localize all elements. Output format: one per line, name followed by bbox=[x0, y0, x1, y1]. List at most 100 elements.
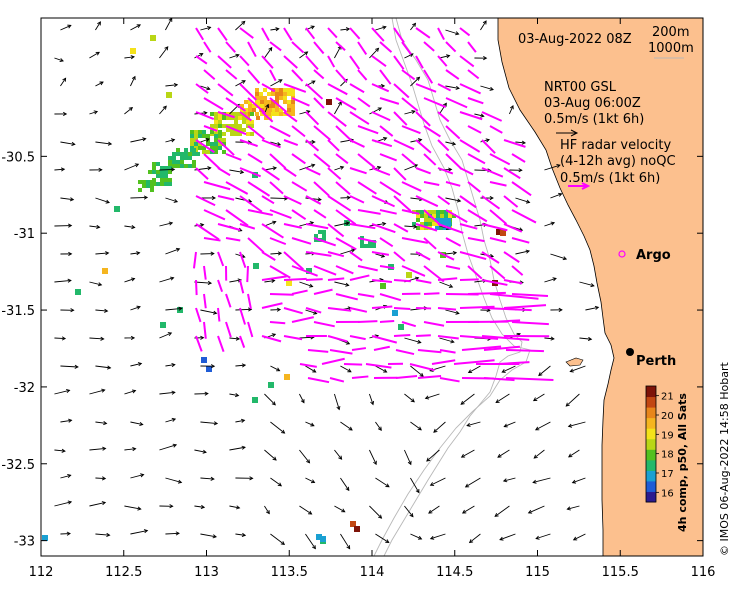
sst-pixel bbox=[424, 214, 428, 218]
sst-pixel bbox=[196, 152, 200, 156]
model-arrowhead bbox=[272, 220, 277, 225]
model-arrow bbox=[404, 110, 415, 115]
model-arrow bbox=[235, 21, 246, 31]
radar-arrow bbox=[246, 265, 249, 283]
radar-arrow bbox=[291, 41, 305, 54]
model-arrowhead bbox=[590, 283, 595, 288]
radar-arrow bbox=[393, 111, 408, 126]
model-arrow bbox=[375, 421, 382, 431]
model-arrow bbox=[375, 477, 390, 488]
radar-arrow bbox=[489, 153, 511, 166]
model-arrow bbox=[439, 337, 454, 343]
radar-arrow bbox=[365, 363, 392, 369]
contour-200m bbox=[383, 18, 523, 556]
radar-arrow bbox=[401, 153, 416, 166]
radar-arrow bbox=[217, 83, 234, 97]
radar-arrow bbox=[393, 195, 412, 212]
model-arrow bbox=[535, 533, 551, 540]
model-arrowhead bbox=[162, 105, 167, 110]
radar-arrow bbox=[217, 307, 221, 322]
radar-arrow bbox=[247, 181, 271, 197]
colorbar-tick-label: 20 bbox=[661, 411, 674, 422]
sst-pixel bbox=[150, 180, 154, 184]
radar-arrow bbox=[291, 97, 310, 107]
model-arrowhead bbox=[106, 532, 111, 538]
colorbar-tick-label: 17 bbox=[661, 469, 674, 480]
sst-pixel bbox=[263, 88, 267, 92]
radar-arrow bbox=[393, 55, 405, 70]
model-arrow bbox=[340, 249, 355, 255]
sst-pixel bbox=[424, 222, 428, 226]
model-arrow bbox=[499, 533, 516, 541]
sst-pixel bbox=[286, 280, 292, 286]
radar-arrow bbox=[269, 321, 286, 325]
model-arrow bbox=[550, 253, 567, 260]
sst-pixel bbox=[198, 142, 202, 146]
radar-arrow bbox=[349, 55, 361, 70]
radar-arrow bbox=[217, 111, 235, 119]
model-arrowhead bbox=[207, 166, 212, 171]
model-arrowhead bbox=[380, 83, 386, 89]
model-arrow bbox=[445, 141, 456, 145]
model-arrowhead bbox=[139, 421, 144, 427]
sst-pixel bbox=[368, 244, 372, 248]
sst-pixel bbox=[146, 180, 150, 184]
model-arrowhead bbox=[309, 221, 315, 226]
y-tick-label: -31.5 bbox=[1, 304, 35, 319]
sst-pixel bbox=[252, 397, 258, 403]
radar-arrow bbox=[459, 83, 481, 95]
radar-arrow bbox=[195, 279, 198, 296]
radar-arrow bbox=[283, 167, 297, 178]
model-arrowhead bbox=[345, 221, 350, 226]
sst-pixel bbox=[447, 218, 451, 222]
model-arrow bbox=[165, 477, 182, 483]
radar-arrow bbox=[327, 277, 345, 281]
radar-arrow bbox=[481, 251, 500, 264]
model-arrowhead bbox=[66, 388, 71, 394]
model-arrow bbox=[299, 110, 310, 115]
model-arrow bbox=[95, 252, 109, 255]
sst-pixel bbox=[268, 382, 274, 388]
model-arrow bbox=[270, 477, 282, 487]
x-tick-label: 112.5 bbox=[105, 565, 142, 580]
model-arrow bbox=[60, 419, 72, 423]
radar-arrow bbox=[327, 139, 340, 152]
model-arrow bbox=[194, 53, 203, 59]
sst-pixel bbox=[440, 214, 444, 218]
model-arrowhead bbox=[241, 445, 246, 450]
radar-arrow bbox=[379, 265, 395, 270]
sst-pixel bbox=[176, 160, 180, 164]
model-arrowhead bbox=[467, 369, 473, 374]
model-arrowhead bbox=[424, 395, 430, 400]
model-arrow bbox=[264, 393, 276, 406]
radar-arrow bbox=[423, 125, 441, 138]
sst-colorbar: 16 17 18 19 20 21 bbox=[645, 385, 674, 503]
model-arrow bbox=[544, 277, 557, 283]
island-shape bbox=[565, 357, 584, 367]
radar-arrow bbox=[459, 139, 481, 153]
sst-pixel bbox=[230, 116, 234, 120]
sst-pixel bbox=[275, 108, 279, 112]
sst-pixel bbox=[279, 108, 283, 112]
model-arrowhead bbox=[207, 26, 212, 31]
model-arrow bbox=[433, 421, 446, 433]
radar-arrow bbox=[203, 237, 221, 242]
radar-arrow bbox=[481, 279, 508, 286]
radar-arrow bbox=[459, 223, 478, 230]
radar-arrow bbox=[445, 209, 468, 224]
radar-arrow bbox=[481, 167, 504, 178]
model-arrow bbox=[568, 421, 586, 427]
sst-pixel bbox=[250, 112, 254, 116]
model-arrowhead bbox=[178, 306, 183, 311]
model-arrow bbox=[305, 533, 316, 549]
sst-pixel bbox=[194, 134, 198, 138]
model-arrow bbox=[495, 393, 510, 403]
radar-arrow bbox=[335, 209, 357, 226]
sst-pixel bbox=[412, 222, 416, 226]
model-arrow bbox=[54, 168, 65, 171]
radar-arrow bbox=[357, 125, 379, 135]
radar-arrow bbox=[445, 69, 460, 80]
radar-arrow bbox=[503, 139, 526, 148]
sst-pixel bbox=[214, 116, 218, 120]
